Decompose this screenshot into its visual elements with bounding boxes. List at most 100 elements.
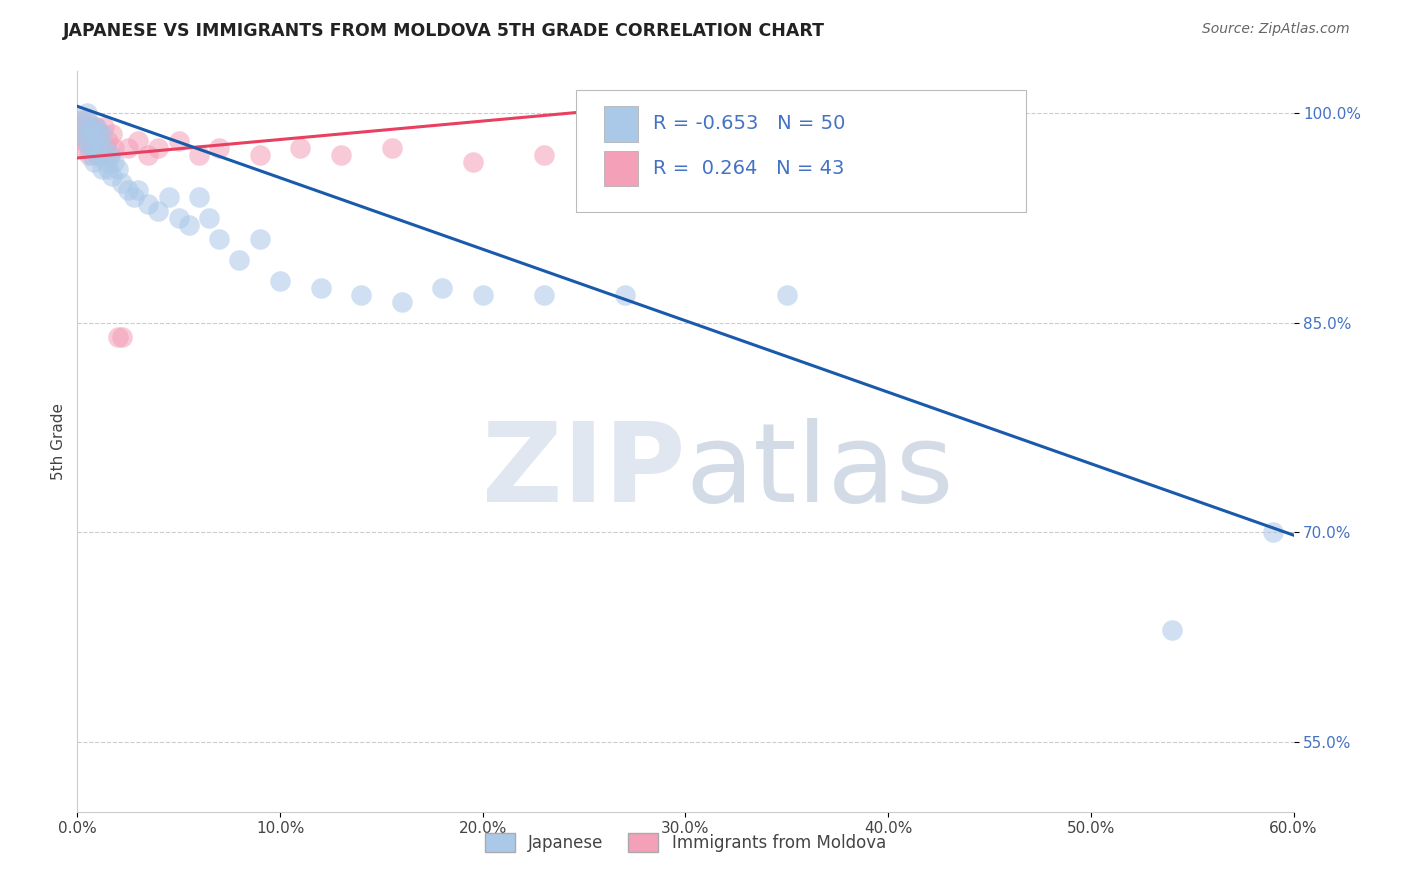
Point (136, 197, 159, 211)
Text: ZIP: ZIP (482, 417, 686, 524)
Bar (605, 151, 638, 186)
Point (101, 127, 124, 141)
Point (471, 288, 494, 302)
Point (1263, 525, 1285, 540)
Point (75, 141, 97, 155)
Point (309, 281, 332, 295)
Point (533, 148, 555, 162)
Point (249, 232, 271, 246)
FancyBboxPatch shape (576, 90, 1026, 212)
Bar (605, 106, 638, 142)
Point (380, 141, 402, 155)
Point (76, 113, 98, 128)
Text: Source: ZipAtlas.com: Source: ZipAtlas.com (1202, 22, 1350, 37)
Point (97, 162, 120, 177)
Point (80, 141, 103, 155)
Point (83, 155, 105, 169)
Point (127, 183, 149, 197)
Point (84, 141, 107, 155)
Point (94, 141, 117, 155)
Point (111, 176, 134, 190)
Text: R = -0.653   N = 50: R = -0.653 N = 50 (652, 114, 845, 134)
Point (188, 190, 211, 204)
Point (167, 134, 190, 148)
Point (103, 155, 125, 169)
Point (613, 141, 636, 155)
Point (79, 120, 101, 135)
Point (122, 190, 145, 204)
Point (157, 190, 180, 204)
Point (86, 134, 108, 148)
Point (70, 120, 93, 135)
Point (148, 204, 170, 219)
Point (97, 134, 120, 148)
Point (72, 134, 94, 148)
Point (1161, 623, 1184, 637)
Point (127, 134, 149, 148)
Point (75, 113, 97, 128)
Point (84, 120, 107, 135)
Point (776, 288, 799, 302)
Point (103, 141, 125, 155)
Point (94, 155, 117, 169)
Point (350, 288, 373, 302)
Point (79, 148, 101, 162)
Text: JAPANESE VS IMMIGRANTS FROM MOLDOVA 5TH GRADE CORRELATION CHART: JAPANESE VS IMMIGRANTS FROM MOLDOVA 5TH … (63, 22, 825, 40)
Point (83, 127, 105, 141)
Point (76, 106, 98, 120)
Point (90, 127, 112, 141)
Point (98, 148, 121, 162)
Point (117, 183, 139, 197)
Point (89, 127, 111, 141)
Point (76, 134, 98, 148)
Point (83, 120, 105, 135)
Point (84, 120, 107, 135)
Point (249, 148, 271, 162)
Point (76, 134, 98, 148)
Point (86, 127, 108, 141)
Point (90, 141, 112, 155)
Point (86, 148, 108, 162)
Point (269, 274, 291, 288)
Point (70, 127, 93, 141)
Point (228, 252, 250, 267)
Point (93, 120, 115, 135)
Point (208, 141, 231, 155)
Text: atlas: atlas (686, 417, 953, 524)
Point (107, 330, 129, 344)
Point (461, 155, 484, 169)
Point (208, 232, 231, 246)
Point (391, 294, 413, 309)
Point (177, 218, 200, 232)
Point (167, 211, 190, 225)
Point (80, 120, 103, 135)
Point (290, 141, 312, 155)
Point (613, 288, 636, 302)
Point (148, 141, 170, 155)
Point (70, 113, 93, 128)
Y-axis label: 5th Grade: 5th Grade (51, 403, 66, 480)
Point (83, 141, 105, 155)
Point (79, 141, 101, 155)
Point (117, 141, 139, 155)
Legend: Japanese, Immigrants from Moldova: Japanese, Immigrants from Moldova (478, 826, 893, 859)
Point (79, 127, 101, 141)
Point (72, 127, 94, 141)
Point (72, 120, 94, 135)
Point (111, 330, 134, 344)
Point (101, 169, 124, 183)
Point (86, 148, 108, 162)
Text: R =  0.264   N = 43: R = 0.264 N = 43 (652, 159, 844, 178)
Point (533, 288, 555, 302)
Point (80, 127, 103, 141)
Point (329, 148, 352, 162)
Point (107, 162, 129, 177)
Point (188, 148, 211, 162)
Point (89, 141, 111, 155)
Point (84, 127, 107, 141)
Point (90, 162, 112, 177)
Point (75, 127, 97, 141)
Point (198, 211, 221, 225)
Point (67, 120, 90, 135)
Point (430, 281, 453, 295)
